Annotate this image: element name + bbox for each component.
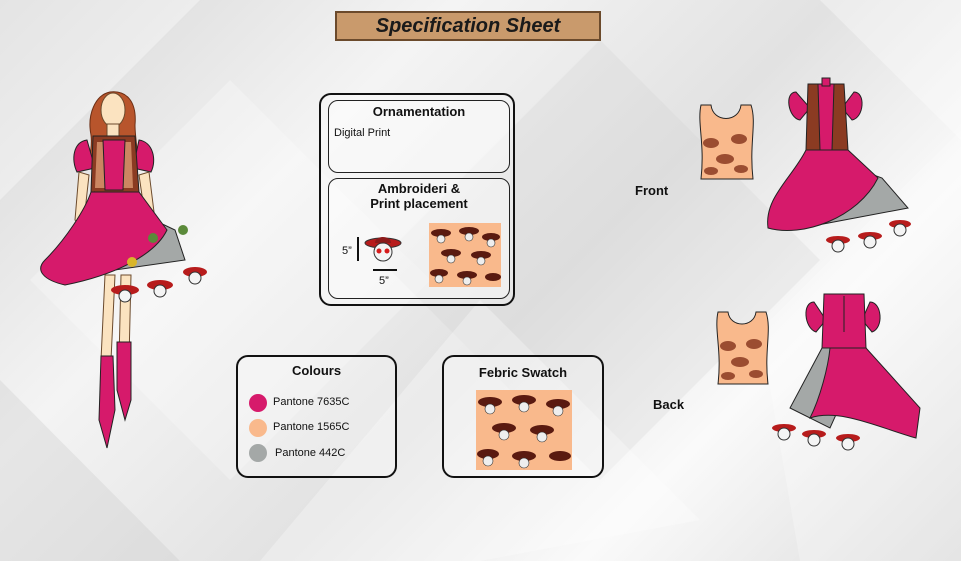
back-view-label: Back	[653, 397, 685, 412]
embroidery-heading-line1: Ambroideri &	[377, 181, 461, 196]
skull-hat-motif-icon	[364, 237, 402, 262]
colour-swatch-grey	[249, 444, 267, 462]
front-dress-flat	[767, 77, 911, 253]
skull-charm-icon	[111, 267, 207, 303]
title-banner: Specification Sheet	[335, 11, 601, 41]
colours-heading: Colours	[291, 363, 342, 378]
embroidery-box: Ambroideri & Print placement 5” 5”	[328, 178, 510, 299]
colour-label: Pantone 7635C	[273, 396, 350, 408]
page-title: Specification Sheet	[375, 14, 561, 37]
fabric-swatch-panel: Febric Swatch	[442, 355, 604, 478]
embroidery-height: 5”	[342, 245, 352, 257]
colour-swatch-pink	[249, 394, 267, 412]
width-dimension-line	[373, 269, 397, 271]
embroidery-width: 5”	[379, 275, 389, 287]
front-view-label: Front	[635, 183, 669, 198]
colour-swatch-peach	[249, 419, 267, 437]
back-vest-flat	[716, 311, 769, 385]
fabric-swatch-image	[476, 390, 572, 470]
height-dimension-line	[357, 237, 359, 261]
print-placement-swatch	[429, 223, 501, 287]
ornamentation-box: Ornamentation Digital Print	[328, 100, 510, 173]
colours-panel: Colours Pantone 7635C Pantone 1565C Pant…	[236, 355, 397, 478]
fabric-swatch-heading: Febric Swatch	[478, 365, 568, 380]
ornamentation-text: Digital Print	[334, 127, 391, 139]
back-dress-flat	[772, 293, 921, 451]
colour-label: Pantone 1565C	[273, 421, 350, 433]
ornamentation-panel: Ornamentation Digital Print Ambroideri &…	[319, 93, 515, 306]
embroidery-heading-line2: Print placement	[370, 196, 468, 211]
model-illustration	[40, 91, 207, 449]
colour-label: Pantone 442C	[275, 447, 346, 459]
ornamentation-heading: Ornamentation	[372, 104, 466, 119]
front-vest-flat	[699, 104, 754, 180]
